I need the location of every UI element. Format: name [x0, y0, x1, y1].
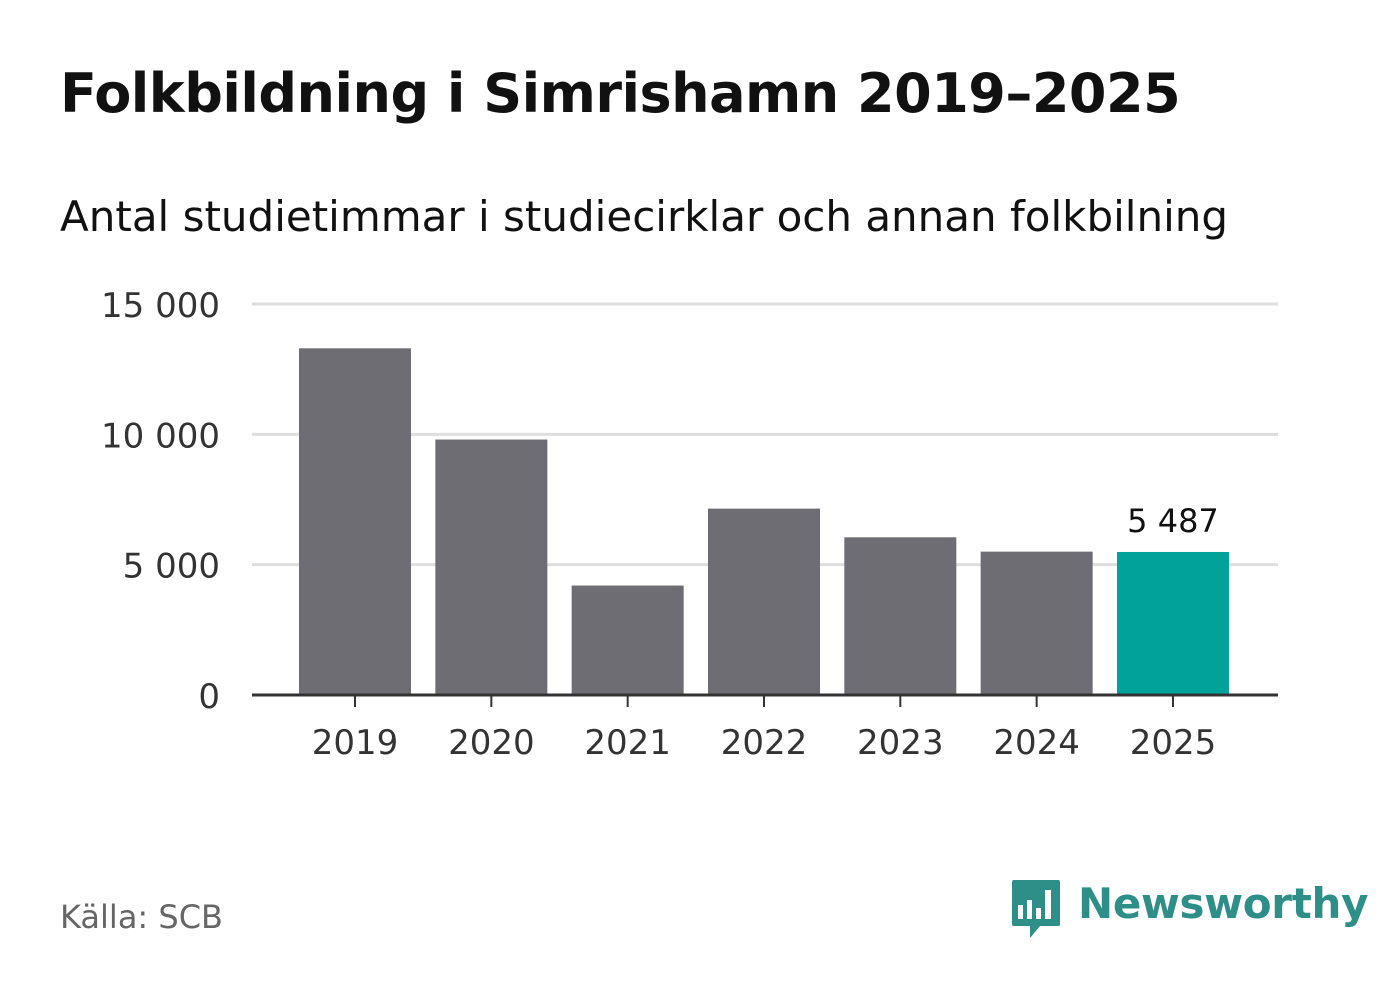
bar	[299, 348, 411, 695]
y-tick-label: 15 000	[101, 286, 220, 326]
y-tick-label: 0	[198, 677, 220, 717]
x-tick-label: 2024	[993, 723, 1080, 763]
chart-title: Folkbildning i Simrishamn 2019–2025	[60, 62, 1181, 125]
x-tick-label: 2023	[857, 723, 944, 763]
data-label: 5 487	[1127, 502, 1219, 540]
bar	[844, 537, 957, 695]
y-tick-label: 5 000	[123, 547, 220, 587]
brand-logo: Newsworthy	[1010, 878, 1368, 942]
x-tick-label: 2022	[721, 723, 808, 763]
x-tick-label: 2020	[448, 723, 535, 763]
x-tick-label: 2021	[584, 723, 671, 763]
y-tick-label: 10 000	[101, 416, 220, 456]
chart-subtitle: Antal studietimmar i studiecirklar och a…	[60, 192, 1229, 241]
source-label: Källa: SCB	[60, 898, 223, 936]
bar	[980, 551, 1093, 695]
bar	[435, 439, 548, 695]
bar	[707, 508, 820, 695]
brand-name: Newsworthy	[1078, 879, 1369, 928]
bar	[571, 585, 684, 695]
x-tick-label: 2019	[312, 723, 399, 763]
x-tick-label: 2025	[1130, 723, 1217, 763]
bar-chart: 0 5 000 10 000 15 000 2019 2020 2021 2022 2023 20…	[101, 286, 1278, 763]
newsworthy-bar-chart-icon	[1012, 880, 1060, 938]
bar	[1116, 551, 1229, 695]
